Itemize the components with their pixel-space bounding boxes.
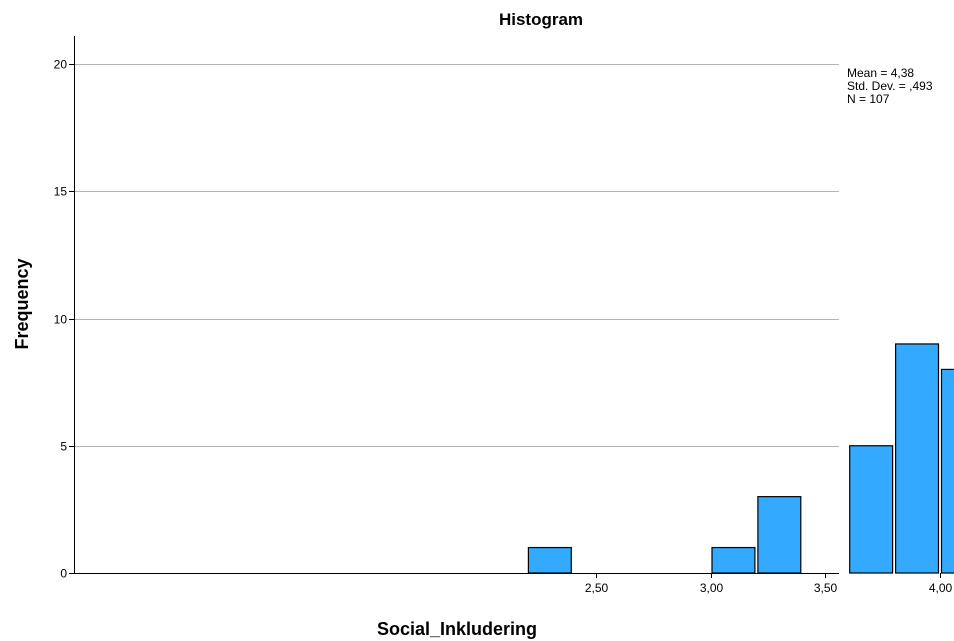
y-axis-title: Frequency [12,258,32,349]
gridlines [74,64,839,447]
y-tick-label: 20 [54,58,68,72]
stats-box: Mean = 4,38 Std. Dev. = ,493 N = 107 [847,66,933,106]
stats-mean: Mean = 4,38 [847,66,914,80]
y-tick-label: 0 [60,567,67,581]
stats-std-dev: Std. Dev. = ,493 [847,79,933,93]
x-tick-label: 4,00 [929,581,953,595]
x-tick-label: 3,00 [700,581,724,595]
axes [74,36,839,574]
histogram-bar [940,368,954,574]
y-tick-label: 10 [54,313,68,327]
stats-n: N = 107 [847,92,890,106]
histogram-bar [757,496,802,574]
y-ticks: 0 5 10 15 20 [54,58,74,581]
chart-title: Histogram [499,10,583,29]
y-tick-label: 15 [54,185,68,199]
histogram-bar [527,546,572,574]
y-tick-label: 5 [60,440,67,454]
x-axis-title: Social_Inkludering [377,619,537,639]
histogram-bar [849,445,894,574]
histogram-bar [894,343,940,574]
x-tick-label: 3,50 [814,581,838,595]
histogram-bar [711,546,756,574]
bars [527,343,954,574]
x-tick-label: 2,50 [585,581,609,595]
x-ticks: 2,503,003,504,004,505,00 [585,573,953,595]
